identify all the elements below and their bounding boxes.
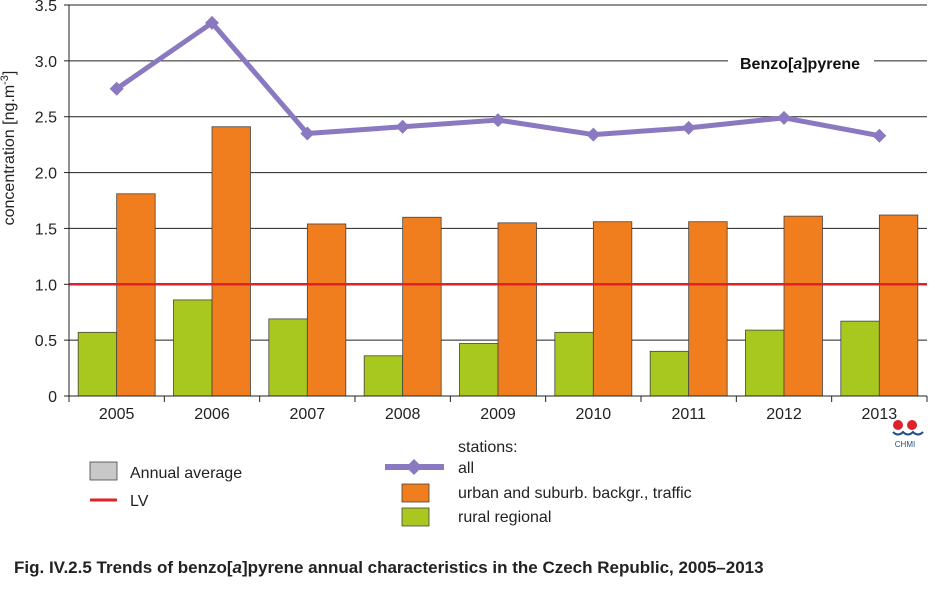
legend-label-annual-average: Annual average <box>130 465 242 482</box>
x-tick-label: 2006 <box>194 406 230 423</box>
x-tick-label: 2007 <box>290 406 326 423</box>
legend-marker-all <box>406 459 422 475</box>
axes <box>64 4 928 402</box>
all-stations-point <box>681 120 696 135</box>
x-tick-label: 2011 <box>671 406 706 423</box>
all-stations-point <box>205 15 219 30</box>
bar-rural-regional <box>268 318 308 397</box>
bar-urban-suburb <box>211 126 251 397</box>
all-stations-line <box>109 15 887 143</box>
x-tick-labels: 2005 2006 2007 2008 2009 2010 2011 2012 2013 <box>99 406 897 423</box>
bar-rural-regional <box>459 343 499 397</box>
legend-header-stations: stations: <box>458 439 518 456</box>
bar-urban-suburb <box>497 222 537 397</box>
chart: 00.51.01.52.02.53.03.5 2005 2006 2007 2008 2… <box>0 0 928 527</box>
all-stations-point <box>491 113 505 128</box>
legend-swatch-urban <box>401 483 430 503</box>
y-tick-label: 3.0 <box>35 54 57 71</box>
x-tick-label: 2005 <box>99 406 135 423</box>
y-tick-label: 3.5 <box>35 0 57 15</box>
chmi-logo: CHMI <box>892 420 924 449</box>
bar-urban-suburb <box>688 221 728 397</box>
bar-rural-regional <box>649 350 690 397</box>
x-tick-label: 2010 <box>576 406 612 423</box>
legend-label-rural: rural regional <box>458 509 551 526</box>
y-tick-label: 2.0 <box>35 166 57 183</box>
y-tick-label: 0.5 <box>35 333 57 350</box>
bar-rural-regional <box>77 331 118 397</box>
bar-urban-suburb <box>306 223 347 397</box>
bar-rural-regional <box>173 299 213 397</box>
all-stations-point <box>586 127 601 142</box>
bar-urban-suburb <box>878 214 919 397</box>
bar-urban-suburb <box>783 215 823 397</box>
all-stations-point <box>872 128 887 143</box>
y-tick-label: 2.5 <box>35 110 57 127</box>
bar-urban-suburb <box>592 221 633 397</box>
legend-label-lv: LV <box>130 493 149 510</box>
x-tick-label: 2009 <box>480 406 516 423</box>
figure-caption: Fig. IV.2.5 Trends of benzo[a]pyrene ann… <box>14 558 764 577</box>
bar-rural-regional <box>745 329 785 397</box>
chart-annotation: Benzo[a]pyrene <box>740 56 860 73</box>
y-tick-label: 0 <box>48 389 57 406</box>
all-stations-point <box>395 119 410 134</box>
legend-label-urban: urban and suburb. backgr., traffic <box>458 485 692 502</box>
all-stations-point <box>300 126 315 141</box>
legend-label-all: all <box>458 460 474 477</box>
y-tick-label: 1.5 <box>35 221 57 238</box>
y-tick-labels: 0 0.5 1.0 1.5 2.0 2.5 3.0 3.5 <box>35 0 57 406</box>
x-tick-label: 2013 <box>862 406 898 423</box>
svg-text:CHMI: CHMI <box>895 440 915 449</box>
bars <box>77 126 919 397</box>
bar-urban-suburb <box>116 193 156 397</box>
x-tick-label: 2008 <box>385 406 421 423</box>
y-tick-label: 1.0 <box>35 277 57 294</box>
legend: Annual average LV stations: all urban an… <box>89 439 692 527</box>
legend-swatch-rural <box>401 507 430 527</box>
bar-rural-regional <box>840 320 880 397</box>
y-axis-label: concentration [ng.m-3] <box>0 71 18 226</box>
x-tick-label: 2012 <box>766 406 802 423</box>
bar-rural-regional <box>363 355 404 397</box>
all-stations-point <box>777 110 791 125</box>
all-stations-point <box>109 81 124 96</box>
annotation-background <box>728 52 874 74</box>
bar-urban-suburb <box>402 216 442 397</box>
bar-rural-regional <box>554 331 594 397</box>
legend-swatch-annual-average <box>89 461 118 481</box>
